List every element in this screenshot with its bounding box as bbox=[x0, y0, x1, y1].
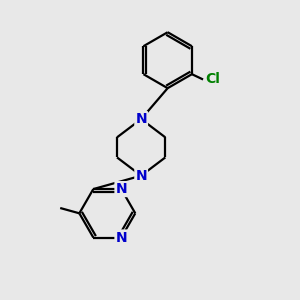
Text: N: N bbox=[135, 112, 147, 126]
Text: N: N bbox=[116, 182, 127, 196]
Text: N: N bbox=[135, 169, 147, 183]
Text: N: N bbox=[116, 230, 127, 244]
Text: Cl: Cl bbox=[205, 73, 220, 86]
